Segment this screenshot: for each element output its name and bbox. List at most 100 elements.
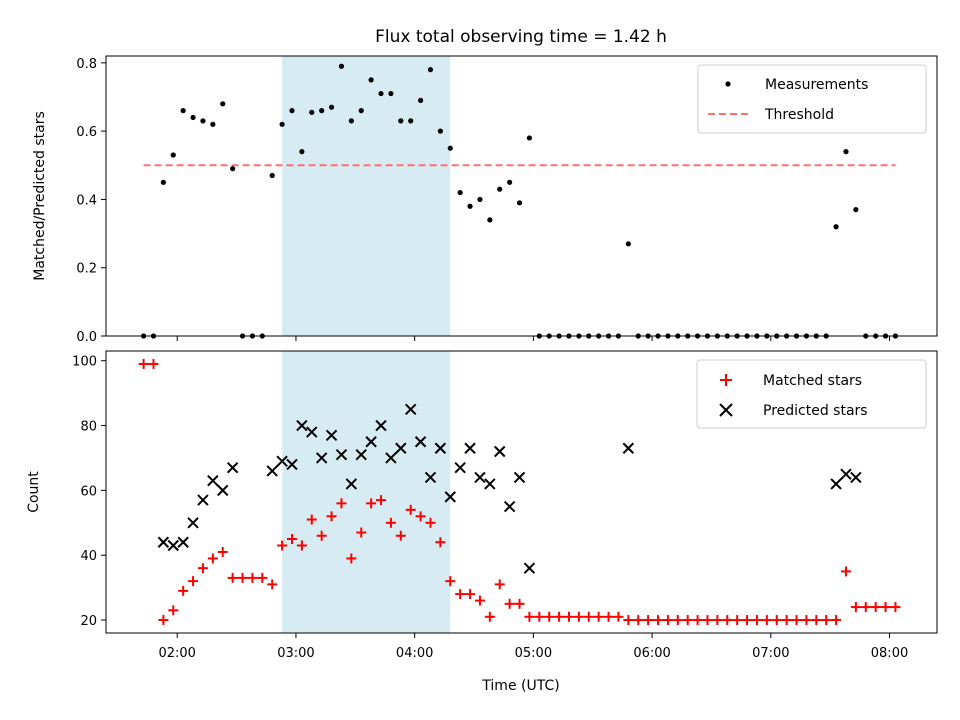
predicted-star-point (840, 468, 852, 480)
matched-star-point (623, 615, 634, 626)
measurement-point (190, 114, 196, 121)
matched-star-point (267, 579, 278, 590)
predicted-star-point (315, 452, 328, 464)
matched-star-point (178, 585, 189, 596)
measurement-point (230, 166, 236, 172)
matched-star-point (524, 611, 535, 622)
measurement-point (368, 77, 374, 83)
matched-star-point (672, 615, 683, 626)
bottom-panel: 20 40 60 80 100 02:00 03:00 04:00 05:00 06:00 07:… (26, 350, 938, 694)
matched-star-point (702, 615, 713, 626)
matched-star-point (811, 615, 822, 626)
measurement-point (398, 118, 404, 124)
matched-star-point (821, 615, 832, 626)
measurement-point (516, 200, 523, 206)
matched-star-point (138, 358, 149, 369)
top-panel: 0.00.20.40.60.8 Matched/Predicted stars … (32, 55, 938, 345)
matched-star-point (712, 615, 723, 626)
matched-star-point (840, 566, 851, 577)
predicted-star-point (207, 474, 219, 487)
matched-star-point (158, 615, 169, 626)
predicted-star-point (494, 445, 506, 458)
matched-star-point (376, 495, 387, 506)
measurement-point (497, 186, 503, 192)
matched-star-point (593, 611, 604, 622)
matched-star-point (751, 615, 762, 626)
matched-star-point (633, 615, 644, 626)
x-tick-label: 04:00 (396, 646, 433, 661)
measurement-point (200, 118, 206, 124)
matched-star-point (296, 540, 307, 551)
matched-star-point (860, 602, 871, 613)
legend-measurements-label: Measurements (765, 77, 868, 93)
measurement-point (160, 179, 166, 185)
measurement-point (625, 241, 631, 247)
legend-threshold-label: Threshold (764, 107, 834, 123)
matched-star-point (692, 615, 703, 626)
x-tick-label: 05:00 (515, 646, 552, 661)
matched-star-point (742, 615, 753, 626)
matched-star-point (514, 598, 525, 609)
matched-star-point (237, 572, 248, 583)
top-legend: Measurements Threshold (697, 64, 927, 134)
bottom-legend-box (696, 359, 927, 429)
measurement-point (299, 149, 305, 155)
top-shaded-region (282, 56, 451, 336)
measurement-point (447, 145, 453, 151)
matched-star-point (643, 615, 654, 626)
measurement-point (170, 152, 176, 158)
predicted-star-point (513, 471, 526, 484)
predicted-star-point (464, 442, 476, 454)
predicted-star-point (177, 536, 189, 548)
matched-star-point (405, 504, 416, 515)
measurement-point (210, 121, 216, 127)
matched-star-point (603, 611, 614, 622)
matched-star-point (474, 595, 485, 606)
matched-star-point (653, 615, 664, 626)
measurement-point (457, 189, 463, 196)
predicted-star-point (167, 539, 179, 552)
predicted-star-point (276, 455, 288, 467)
x-tick-label: 08:00 (871, 646, 908, 661)
predicted-star-point (335, 449, 348, 461)
predicted-star-point (385, 452, 397, 464)
matched-star-point (168, 605, 179, 616)
measurement-point (378, 90, 384, 97)
matched-star-point (306, 514, 317, 525)
bottom-y-tick-label: 80 (80, 420, 97, 435)
predicted-star-point (286, 458, 298, 471)
top-legend-box (697, 64, 927, 134)
predicted-star-point (424, 471, 437, 484)
measurement-point (319, 108, 325, 114)
top-plot-frame (105, 55, 938, 337)
measurement-point (853, 207, 859, 213)
measurement-point (507, 179, 513, 185)
bottom-y-tick-label: 20 (80, 614, 97, 629)
matched-star-point (455, 589, 466, 600)
measurement-point (427, 67, 434, 73)
matched-star-point (880, 602, 891, 613)
predicted-star-point (187, 517, 199, 529)
measurement-point (289, 108, 295, 114)
legend-matched-label: Matched stars (763, 373, 862, 389)
matched-star-point (415, 511, 426, 522)
bottom-shaded-region (282, 351, 451, 633)
measurement-point (358, 108, 364, 114)
matched-star-point (554, 611, 565, 622)
predicted-star-point (365, 436, 377, 448)
matched-star-point (573, 611, 584, 622)
matched-star-point (356, 527, 367, 538)
matched-star-point (771, 615, 782, 626)
predicted-star-point (850, 471, 862, 484)
bottom-y-tick-label: 60 (80, 484, 97, 499)
matched-star-point (346, 553, 357, 564)
matched-star-point (425, 517, 436, 528)
x-tick-label: 02:00 (158, 646, 195, 661)
matched-star-point (761, 615, 772, 626)
measurement-point (417, 97, 424, 103)
top-y-tick-label: 0.6 (76, 125, 97, 140)
x-tick-label: 07:00 (752, 646, 789, 661)
matched-star-point (662, 615, 673, 626)
legend-predicted-marker (719, 403, 733, 417)
x-axis-label: Time (UTC) (481, 678, 559, 694)
